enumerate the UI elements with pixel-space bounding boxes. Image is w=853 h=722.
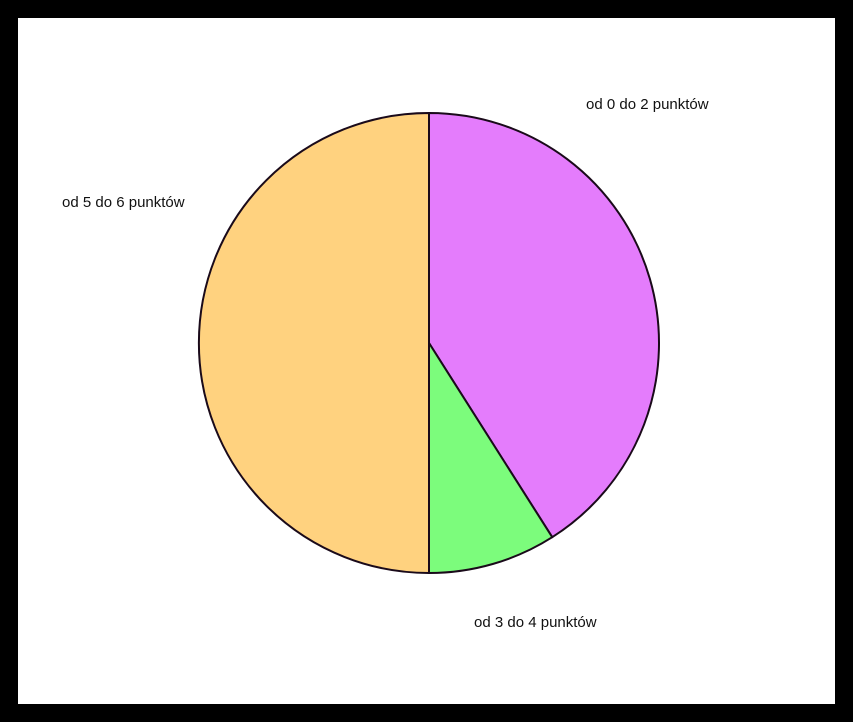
pie-slice-0-2 xyxy=(428,112,660,539)
slice-label-3-4: od 3 do 4 punktów xyxy=(474,614,597,631)
pie-slices xyxy=(198,112,660,574)
pie-slice-5-6 xyxy=(198,112,430,574)
slice-label-0-2: od 0 do 2 punktów xyxy=(586,96,709,113)
chart-canvas: od 0 do 2 punktów od 3 do 4 punktów od 5… xyxy=(18,18,835,704)
pie-slice-3-4 xyxy=(428,342,554,574)
slice-label-5-6: od 5 do 6 punktów xyxy=(62,194,185,211)
